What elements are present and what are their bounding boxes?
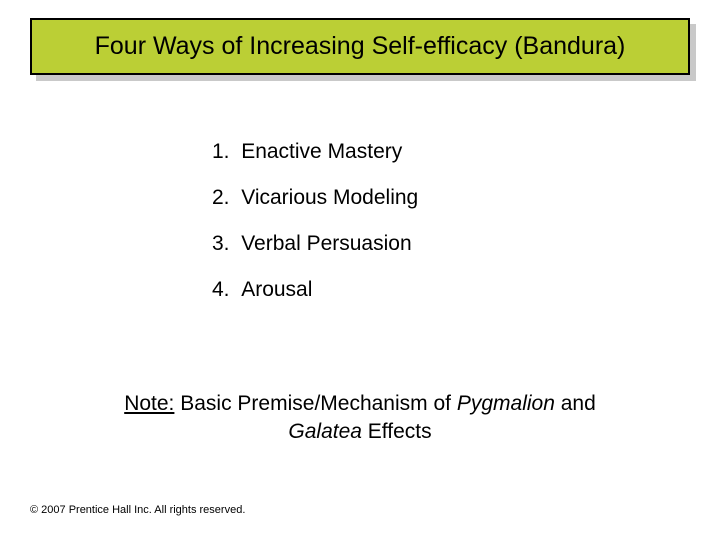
- list-item: 2. Vicarious Modeling: [212, 186, 418, 210]
- slide-title: Four Ways of Increasing Self-efficacy (B…: [40, 32, 680, 61]
- list-container: 1. Enactive Mastery 2. Vicarious Modelin…: [212, 140, 418, 324]
- list-item: 1. Enactive Mastery: [212, 140, 418, 164]
- note-italic-2: Galatea: [288, 420, 362, 443]
- note-text-before: Basic Premise/Mechanism of: [174, 392, 456, 415]
- title-container: Four Ways of Increasing Self-efficacy (B…: [30, 18, 690, 75]
- title-box: Four Ways of Increasing Self-efficacy (B…: [30, 18, 690, 75]
- list-number: 2.: [212, 186, 230, 209]
- list-number: 1.: [212, 140, 230, 163]
- list-item: 3. Verbal Persuasion: [212, 232, 418, 256]
- list-label: Verbal Persuasion: [241, 232, 411, 255]
- note-container: Note: Basic Premise/Mechanism of Pygmali…: [0, 390, 720, 447]
- copyright-text: © 2007 Prentice Hall Inc. All rights res…: [30, 504, 245, 516]
- list-number: 4.: [212, 278, 230, 301]
- list-label: Arousal: [241, 278, 312, 301]
- note-prefix: Note:: [124, 392, 174, 415]
- note-italic-1: Pygmalion: [457, 392, 555, 415]
- note-suffix: Effects: [362, 420, 432, 443]
- note-and: and: [555, 392, 596, 415]
- list-number: 3.: [212, 232, 230, 255]
- list-label: Vicarious Modeling: [241, 186, 418, 209]
- list-item: 4. Arousal: [212, 278, 418, 302]
- list-label: Enactive Mastery: [241, 140, 402, 163]
